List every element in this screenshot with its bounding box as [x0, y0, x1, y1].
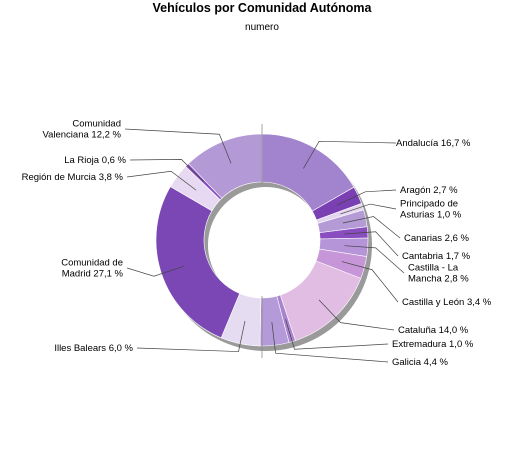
leader-line	[318, 299, 395, 331]
slice-label: Cataluña 14,0 %	[398, 325, 469, 336]
donut-slices	[155, 133, 369, 347]
chart-subtitle: numero	[245, 22, 279, 33]
leader-line	[126, 265, 184, 277]
leader-line	[344, 231, 399, 257]
chart-title: Vehículos por Comunidad Autónoma	[153, 1, 373, 15]
slice-label: Castilla y León 3,4 %	[402, 297, 492, 308]
leader-line	[340, 203, 397, 215]
slice-label: Andalucía 16,7 %	[396, 138, 471, 149]
pie-slice[interactable]	[155, 186, 241, 339]
leader-line	[341, 261, 399, 303]
slice-label: Aragón 2,7 %	[400, 185, 458, 196]
leader-line	[303, 140, 397, 169]
leader-line	[124, 128, 232, 164]
leader-line	[271, 322, 389, 363]
slice-label: Cantabria 1,7 %	[402, 251, 471, 262]
slice-label: Extremadura 1,0 %	[392, 339, 474, 350]
slice-label: Canarias 2,6 %	[404, 233, 470, 244]
leader-line	[129, 159, 204, 182]
slice-label: Región de Murcia 3,8 %	[22, 172, 124, 183]
slice-labels: Andalucía 16,7 % Aragón 2,7 % Principado d…	[22, 119, 492, 369]
leader-line	[342, 216, 401, 239]
slice-label: Comunidad de Madrid 27,1 %	[61, 258, 123, 280]
leader-line	[285, 319, 389, 350]
slice-label: Principado de Asturias 1,0 %	[400, 199, 462, 221]
slice-label: La Rioja 0,6 %	[64, 155, 126, 166]
leader-line	[344, 245, 405, 274]
leader-line	[136, 320, 246, 352]
slice-label: Comunidad Valenciana 12,2 %	[42, 119, 121, 141]
slice-label: Castilla - La Mancha 2,8 %	[408, 263, 469, 285]
leader-line	[336, 189, 397, 206]
slice-label: Galicia 4,4 %	[392, 357, 449, 368]
slice-label: Illes Balears 6,0 %	[54, 343, 133, 354]
leader-line	[126, 170, 197, 191]
